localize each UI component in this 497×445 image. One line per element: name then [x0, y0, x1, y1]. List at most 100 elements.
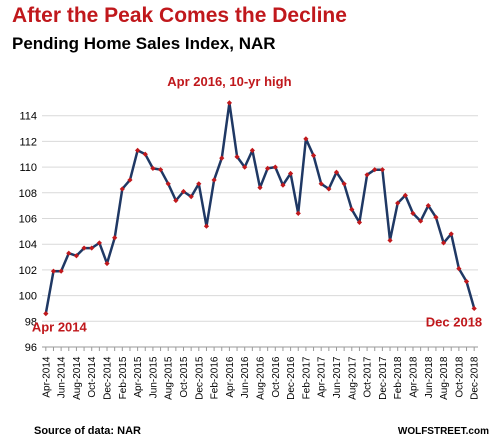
x-tick-label: Feb-2017 [301, 356, 312, 399]
y-tick-label: 112 [19, 136, 37, 148]
data-point [333, 169, 340, 175]
x-tick-label: Jun-2017 [332, 356, 343, 398]
data-point [96, 240, 102, 246]
x-tick-label: Oct-2016 [271, 356, 282, 398]
data-point [402, 192, 408, 198]
data-point [112, 235, 118, 241]
data-point [127, 177, 133, 183]
data-point [226, 100, 233, 106]
data-point [249, 147, 255, 153]
series-line [44, 101, 476, 314]
data-point [142, 151, 148, 157]
x-tick-label: Aug-2016 [256, 356, 267, 400]
x-tick-label: Feb-2018 [393, 356, 404, 399]
x-tick-label: Apr-2018 [408, 356, 419, 398]
data-point [272, 164, 278, 170]
data-point [257, 185, 263, 191]
x-tick-label: Dec-2016 [286, 356, 297, 400]
x-tick-label: Dec-2015 [194, 356, 205, 400]
data-point [364, 172, 370, 178]
x-tick-label: Dec-2017 [378, 356, 389, 400]
data-point [387, 237, 393, 243]
data-point [43, 310, 49, 317]
data-point [379, 167, 385, 173]
x-tick-label: Jun-2018 [424, 356, 435, 398]
annotation-start: Apr 2014 [32, 320, 88, 335]
data-point [287, 170, 294, 177]
source-note: Source of data: NAR [34, 425, 141, 437]
y-tick-label: 114 [19, 111, 37, 123]
x-tick-label: Feb-2016 [210, 356, 221, 399]
y-tick-label: 104 [19, 239, 37, 251]
data-point [303, 136, 309, 142]
x-tick-label: Apr-2016 [225, 356, 236, 398]
data-point [234, 154, 240, 160]
y-tick-label: 108 [19, 188, 37, 200]
data-point [242, 164, 248, 170]
x-tick-label: Oct-2014 [87, 356, 98, 398]
data-point [425, 203, 431, 209]
data-point [349, 206, 355, 213]
data-point [81, 245, 87, 251]
data-point [471, 305, 477, 312]
y-tick-label: 98 [25, 316, 37, 328]
x-tick-label: Aug-2014 [72, 356, 83, 400]
x-tick-label: Aug-2017 [347, 356, 358, 400]
x-tick-label: Jun-2015 [148, 356, 159, 398]
y-tick-label: 96 [25, 342, 37, 354]
data-point [50, 268, 57, 274]
annotation-peak: Apr 2016, 10-yr high [167, 74, 291, 89]
data-point [173, 197, 179, 204]
data-point [196, 181, 202, 187]
data-point [135, 147, 141, 153]
y-tick-label: 106 [19, 214, 37, 226]
x-tick-label: Apr-2017 [317, 356, 328, 398]
data-point [295, 210, 301, 216]
data-point [418, 218, 424, 224]
watermark-text: WOLFSTREET.com [397, 426, 489, 437]
data-point [456, 266, 462, 272]
x-tick-label: Dec-2018 [470, 356, 481, 400]
data-point [326, 186, 332, 192]
x-tick-label: Apr-2014 [41, 356, 52, 398]
data-point [188, 194, 194, 200]
chart-title: After the Peak Comes the Decline [12, 4, 347, 27]
data-point [66, 250, 72, 256]
x-tick-label: Dec-2014 [103, 356, 114, 400]
y-tick-label: 110 [19, 162, 37, 174]
data-point [433, 214, 439, 220]
data-point [150, 165, 156, 171]
data-point [211, 177, 217, 183]
data-point [58, 268, 64, 274]
data-point [448, 231, 454, 237]
data-point [157, 167, 164, 173]
data-point [310, 152, 317, 159]
data-point [356, 219, 363, 225]
data-point [180, 188, 187, 195]
x-tick-label: Aug-2018 [439, 356, 450, 400]
data-point [104, 260, 110, 267]
data-point [318, 181, 324, 187]
data-point [73, 253, 80, 259]
data-point [219, 155, 225, 161]
data-point [203, 223, 210, 229]
x-tick-label: Jun-2016 [240, 356, 251, 398]
y-tick-label: 102 [19, 265, 37, 277]
data-point [119, 186, 125, 192]
chart-subtitle: Pending Home Sales Index, NAR [12, 34, 276, 53]
data-point [440, 240, 447, 246]
data-point [410, 210, 416, 216]
x-tick-label: Jun-2014 [57, 356, 68, 398]
x-tick-label: Aug-2015 [164, 356, 175, 400]
y-tick-label: 100 [19, 291, 37, 303]
data-point [89, 245, 95, 251]
x-tick-label: Oct-2015 [179, 356, 190, 398]
data-point [280, 182, 286, 188]
data-point [463, 278, 470, 285]
x-tick-label: Oct-2018 [454, 356, 465, 398]
data-point [395, 200, 401, 206]
data-point [165, 181, 171, 187]
x-tick-label: Apr-2015 [133, 356, 144, 398]
